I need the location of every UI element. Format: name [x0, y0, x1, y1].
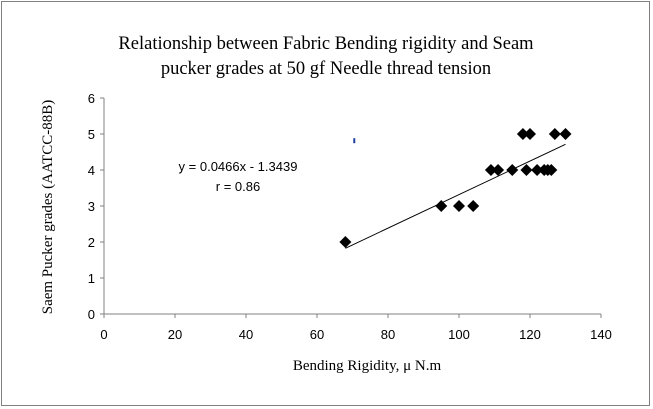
- data-point-diamond: [435, 200, 448, 212]
- data-point-diamond: [339, 236, 352, 248]
- data-point-diamond: [453, 200, 465, 212]
- x-tick-label: 120: [519, 327, 541, 342]
- data-point-diamond: [516, 128, 529, 140]
- data-point-diamond: [492, 164, 505, 176]
- correlation-value: r = 0.86: [216, 179, 260, 194]
- trendline-layer: [345, 143, 566, 249]
- data-point-diamond: [559, 128, 572, 140]
- x-tick-label: 40: [239, 327, 253, 342]
- data-point-diamond: [467, 200, 480, 212]
- y-tick-label: 3: [88, 199, 95, 214]
- x-axis-label: Bending Rigidity, μ N.m: [293, 358, 442, 374]
- y-tick-label: 1: [88, 271, 95, 286]
- x-tick-label: 80: [381, 327, 395, 342]
- y-tick-label: 2: [88, 235, 95, 250]
- linear-trendline: [345, 143, 566, 249]
- data-point-diamond: [506, 164, 519, 176]
- x-tick-label: 140: [590, 327, 612, 342]
- data-point-diamond: [548, 128, 561, 140]
- x-tick-label: 60: [310, 327, 324, 342]
- x-tick-label: 20: [168, 327, 182, 342]
- chart-title-line-1: Relationship between Fabric Bending rigi…: [118, 34, 534, 54]
- chart-title-line-2: pucker grades at 50 gf Needle thread ten…: [161, 59, 491, 79]
- x-tick-label: 100: [448, 327, 470, 342]
- data-point-diamond: [545, 164, 558, 176]
- y-tick-label: 4: [88, 163, 95, 178]
- regression-equation: y = 0.0466x - 1.3439: [179, 159, 298, 174]
- y-axis-label: Saem Pucker grades (AATCC-88B): [40, 100, 56, 315]
- y-tick-label: 5: [88, 127, 95, 142]
- data-point-diamond: [524, 128, 536, 140]
- x-tick-label: 0: [100, 327, 107, 342]
- y-tick-label: 6: [88, 91, 95, 106]
- y-tick-label: 0: [88, 307, 95, 322]
- data-point-diamond: [531, 164, 544, 176]
- data-points: [339, 128, 572, 248]
- data-point-diamond: [520, 164, 533, 176]
- data-point-diamond: [484, 164, 497, 176]
- stray-mark: [353, 138, 356, 144]
- axes: [100, 97, 602, 318]
